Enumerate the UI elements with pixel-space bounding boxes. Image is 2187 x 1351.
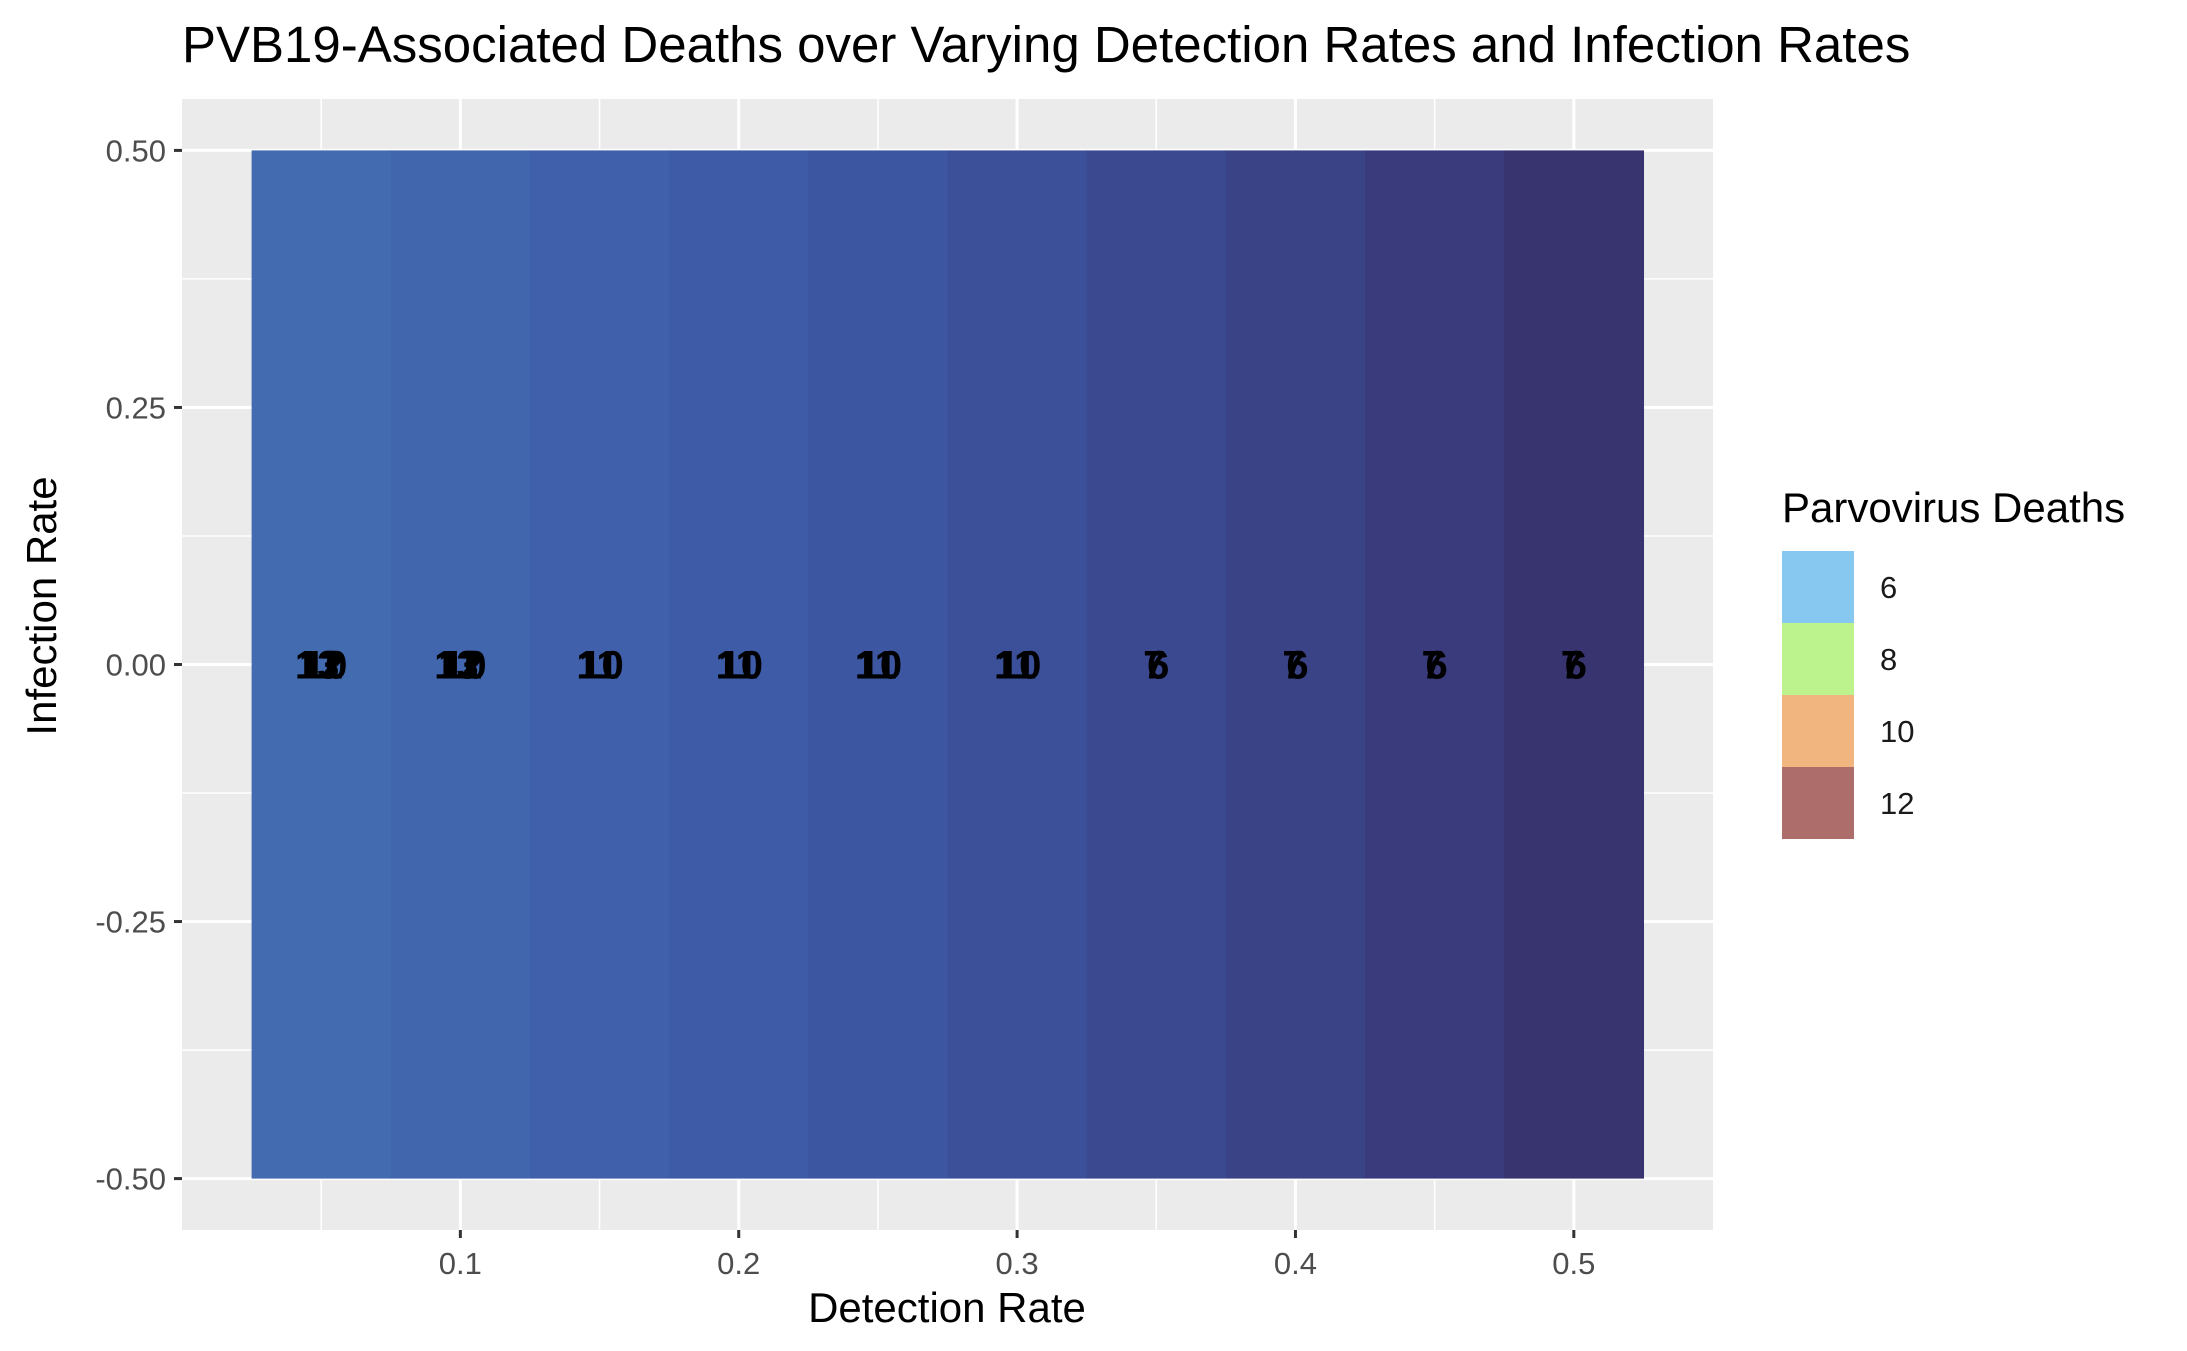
x-axis: 0.1 0.2 0.3 0.4 0.5: [439, 1230, 1595, 1281]
heatmap-tile: [808, 150, 949, 1179]
x-tick-label: 0.5: [1552, 1246, 1595, 1281]
chart-title: PVB19-Associated Deaths over Varying Det…: [182, 16, 1910, 73]
tile-value-label: 11: [994, 644, 1036, 688]
heatmap-tile: [1086, 150, 1227, 1179]
y-tick-label: -0.25: [95, 905, 166, 940]
tile-value-label: 10: [858, 644, 903, 688]
legend-key: [1782, 767, 1854, 839]
y-tick-label: -0.50: [95, 1162, 166, 1197]
y-axis-title: Infection Rate: [18, 476, 65, 735]
heatmap-tile: [390, 150, 531, 1179]
heatmap-tile: [669, 150, 809, 1179]
tile-value-label: 6: [1147, 644, 1169, 688]
y-tick-label: 0.50: [106, 133, 166, 168]
x-tick-label: 0.1: [439, 1246, 482, 1281]
tile-value-label: 7: [1143, 644, 1165, 688]
tile-value-label: 7: [1282, 644, 1304, 688]
tile-value-label: 13: [295, 644, 340, 688]
x-tick-label: 0.2: [717, 1246, 760, 1281]
heatmap-tile: [1365, 150, 1505, 1179]
legend-key: [1782, 623, 1854, 695]
tile-value-label: 12: [299, 644, 344, 688]
heatmap-tile: [1225, 150, 1366, 1179]
legend-key: [1782, 695, 1854, 767]
legend-label: 6: [1880, 570, 1897, 605]
tile-value-label: 6: [1565, 644, 1587, 688]
legend-label: 8: [1880, 642, 1897, 677]
x-tick-label: 0.4: [1274, 1246, 1317, 1281]
x-tick-label: 0.3: [996, 1246, 1039, 1281]
tile-value-label: 11: [716, 644, 758, 688]
heatmap-tiles: [251, 150, 1645, 1179]
heatmap-tile: [529, 150, 670, 1179]
y-tick-label: 0.25: [106, 390, 166, 425]
heatmap-tile: [1504, 150, 1645, 1179]
tile-value-label: 11: [576, 644, 618, 688]
x-axis-title: Detection Rate: [808, 1284, 1086, 1331]
heatmap-tile: [251, 150, 392, 1179]
legend-key: [1782, 551, 1854, 623]
tile-value-label: 11: [855, 644, 897, 688]
tile-value-label: 6: [1286, 644, 1308, 688]
tile-value-label: 7: [1422, 644, 1444, 688]
tile-value-label: 7: [1561, 644, 1583, 688]
legend-items: 6 8 10 12: [1782, 551, 1914, 839]
legend-label: 12: [1880, 786, 1914, 821]
tile-value-label: 6: [1426, 644, 1448, 688]
tile-value-label: 10: [303, 644, 348, 688]
tile-value-label: 12: [438, 644, 483, 688]
legend: Parvovirus Deaths 6 8 10 12: [1782, 484, 2125, 839]
y-tick-label: 0.00: [106, 648, 166, 683]
tile-value-label: 13: [434, 644, 479, 688]
heatmap-tile: [947, 150, 1088, 1179]
legend-label: 10: [1880, 714, 1914, 749]
tile-value-label: 10: [579, 644, 624, 688]
tile-value-label: 10: [442, 644, 487, 688]
tile-value-label: 10: [997, 644, 1042, 688]
y-axis: 0.50 0.25 0.00 -0.25 -0.50: [95, 133, 182, 1197]
legend-title: Parvovirus Deaths: [1782, 484, 2125, 531]
tile-value-label: 10: [718, 644, 763, 688]
